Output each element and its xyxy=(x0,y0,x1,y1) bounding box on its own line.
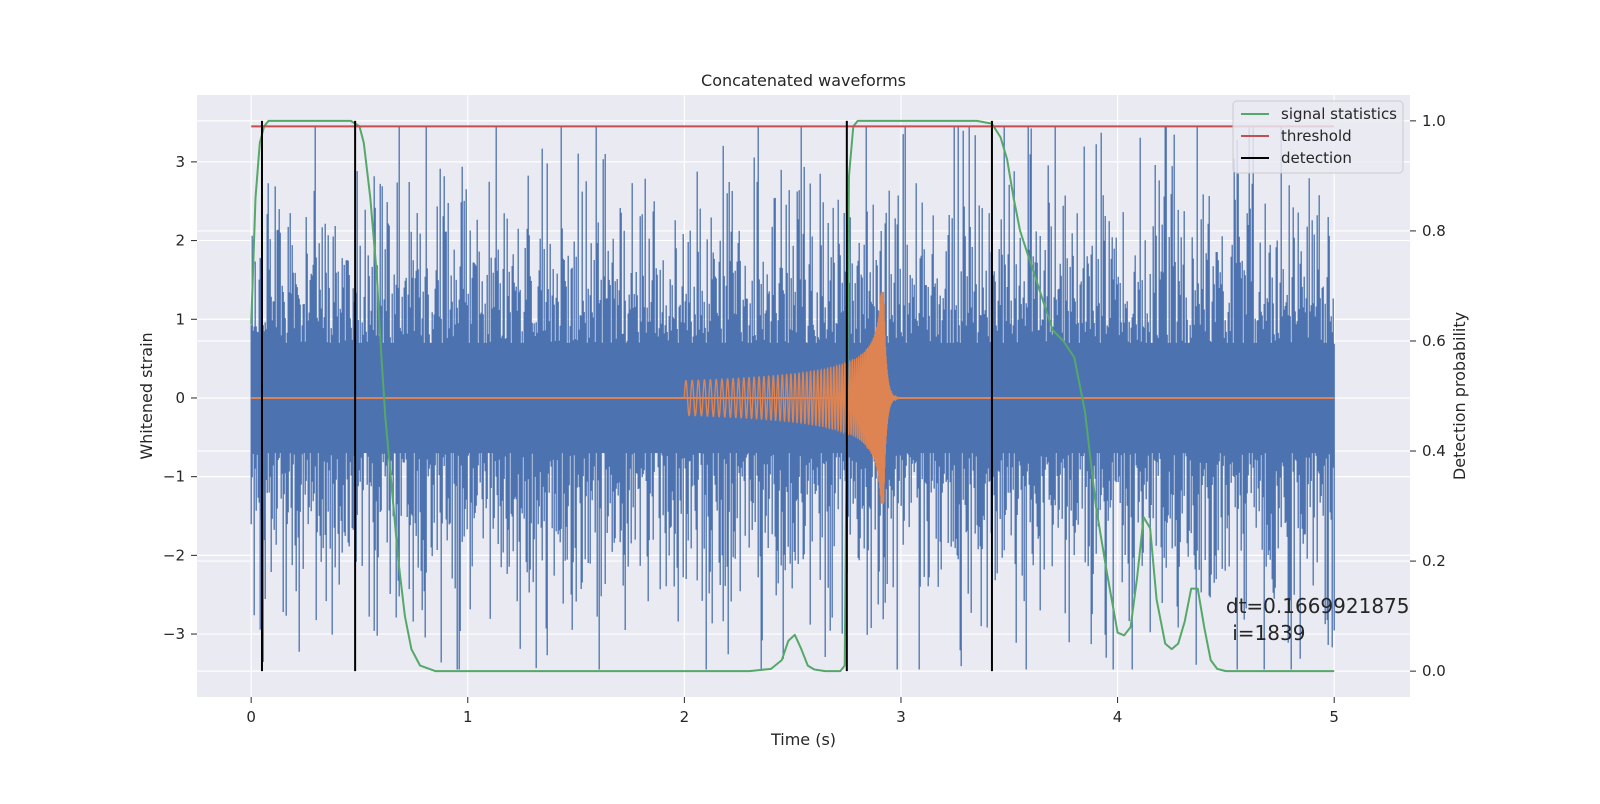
y-tick-label: −2 xyxy=(163,546,185,564)
legend-label: threshold xyxy=(1281,127,1352,145)
x-axis-label: Time (s) xyxy=(770,730,836,749)
legend-label: signal statistics xyxy=(1281,105,1397,123)
y-tick-label: 0 xyxy=(175,389,185,407)
y-tick-label: 2 xyxy=(175,232,185,250)
y2-axis-label: Detection probability xyxy=(1450,312,1469,480)
y2-tick-label: 0.2 xyxy=(1422,552,1446,570)
data-layer xyxy=(250,119,1335,673)
y2-tick-label: 0.8 xyxy=(1422,222,1446,240)
chirp-trace xyxy=(683,291,902,505)
x-tick-label: 0 xyxy=(246,708,256,726)
axes: 0 1 2 3 4 5 −3 −2 −1 0 1 2 3 0.0 0.2 0.4 0.6 0.8 1.0 xyxy=(163,112,1446,726)
annotation-i: i=1839 xyxy=(1226,621,1306,645)
legend: signal statistics threshold detection xyxy=(1232,100,1404,174)
chart-title: Concatenated waveforms xyxy=(701,71,906,90)
x-tick-label: 2 xyxy=(680,708,690,726)
y2-tick-label: 0.4 xyxy=(1422,442,1446,460)
x-tick-label: 4 xyxy=(1113,708,1123,726)
y-axis-label: Whitened strain xyxy=(137,332,156,459)
x-tick-label: 5 xyxy=(1329,708,1339,726)
y-tick-label: 3 xyxy=(175,153,185,171)
y2-tick-label: 0.6 xyxy=(1422,332,1446,350)
y-tick-label: −1 xyxy=(163,468,185,486)
y-tick-label: 1 xyxy=(175,310,185,328)
legend-label: detection xyxy=(1281,149,1352,167)
legend-box xyxy=(1232,100,1404,174)
x-tick-label: 1 xyxy=(463,708,473,726)
y2-tick-label: 0.0 xyxy=(1422,662,1446,680)
chirp-series xyxy=(251,291,1335,505)
annotation-dt: dt=0.1669921875 xyxy=(1226,594,1410,618)
y-tick-label: −3 xyxy=(163,625,185,643)
x-tick-label: 3 xyxy=(896,708,906,726)
y2-tick-label: 1.0 xyxy=(1422,112,1446,130)
